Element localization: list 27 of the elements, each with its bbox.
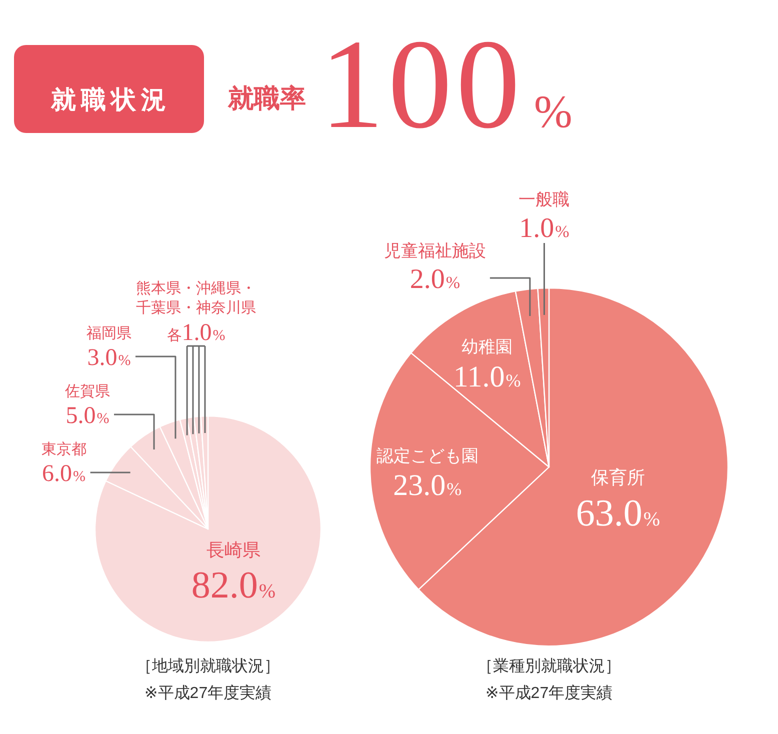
text: ※平成27年度実績 — [485, 684, 613, 702]
data-label: 2.0% — [410, 264, 460, 296]
text: ［地域別就職状況］ — [136, 657, 280, 675]
data-label: 11.0% — [453, 360, 521, 394]
data-label: 6.0% — [42, 461, 86, 488]
slice-label: 一般職 — [518, 190, 570, 210]
slice-label: 長崎県 — [206, 540, 260, 560]
text: 100% — [320, 13, 572, 155]
slice-label: 福岡県 — [86, 324, 132, 342]
slice-label: 認定こども園 — [376, 446, 478, 466]
data-label: 23.0% — [393, 469, 462, 502]
text: 就職率 — [227, 84, 306, 113]
data-label: 5.0% — [66, 403, 110, 430]
data-label: 1.0% — [519, 213, 570, 244]
slice-label: 熊本県・沖縄県・千葉県・神奈川県 — [136, 280, 256, 317]
slice-label: 保育所 — [590, 468, 645, 488]
data-label: 各1.0% — [166, 320, 226, 346]
data-label: 63.0% — [576, 492, 660, 534]
slice-label: 東京都 — [41, 440, 86, 458]
slice-label: 佐賀県 — [65, 382, 110, 400]
data-label: 3.0% — [87, 345, 131, 372]
text: ※平成27年度実績 — [144, 684, 272, 702]
text: ［業種別就職状況］ — [477, 657, 621, 675]
slice-label: 児童福祉施設 — [384, 241, 486, 260]
text: 就職状況 — [50, 86, 171, 114]
data-label: 82.0% — [191, 564, 276, 607]
slice-label: 幼稚園 — [462, 338, 513, 357]
